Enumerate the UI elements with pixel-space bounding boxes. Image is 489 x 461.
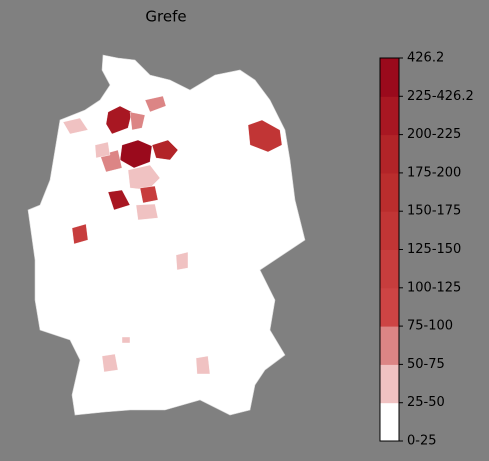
- map-title: Grefe: [145, 8, 186, 26]
- district: [71, 223, 89, 245]
- district: [175, 251, 189, 271]
- colorbar-label: 100-125: [407, 280, 461, 295]
- district: [107, 189, 131, 211]
- districts: [62, 95, 283, 375]
- colorbar: 0-25 25-50 50-75 75-100 100-125 125-150 150-17…: [379, 51, 474, 449]
- colorbar-label: 225-426.2: [407, 89, 474, 104]
- district: [144, 95, 167, 113]
- colorbar-segment: [380, 326, 399, 365]
- colorbar-label: 175-200: [407, 165, 461, 180]
- colorbar-segment: [380, 134, 399, 174]
- district: [135, 203, 159, 221]
- district: [195, 355, 211, 375]
- colorbar-segment: [380, 58, 399, 97]
- colorbar-label: 150-175: [407, 204, 461, 219]
- colorbar-segment: [380, 96, 399, 136]
- colorbar-label: 200-225: [407, 127, 461, 142]
- district: [121, 336, 131, 344]
- district: [129, 111, 146, 131]
- district: [62, 117, 89, 135]
- colorbar-label: 0-25: [407, 434, 437, 449]
- colorbar-segment: [380, 211, 399, 250]
- district: [105, 105, 133, 135]
- district: [151, 139, 179, 161]
- colorbar-segment: [380, 172, 399, 212]
- colorbar-label: 426.2: [407, 51, 444, 66]
- colorbar-segment: [380, 287, 399, 327]
- district: [127, 164, 161, 191]
- colorbar-segment: [380, 402, 399, 442]
- district: [247, 119, 283, 153]
- district: [139, 185, 159, 204]
- map: [27, 54, 306, 416]
- colorbar-label: 125-150: [407, 242, 461, 257]
- colorbar-segment: [380, 364, 399, 404]
- district: [101, 353, 119, 373]
- colorbar-segment: [380, 249, 399, 289]
- district: [94, 141, 111, 159]
- colorbar-label: 25-50: [407, 395, 445, 410]
- colorbar-label: 75-100: [407, 319, 453, 334]
- colorbar-label: 50-75: [407, 357, 445, 372]
